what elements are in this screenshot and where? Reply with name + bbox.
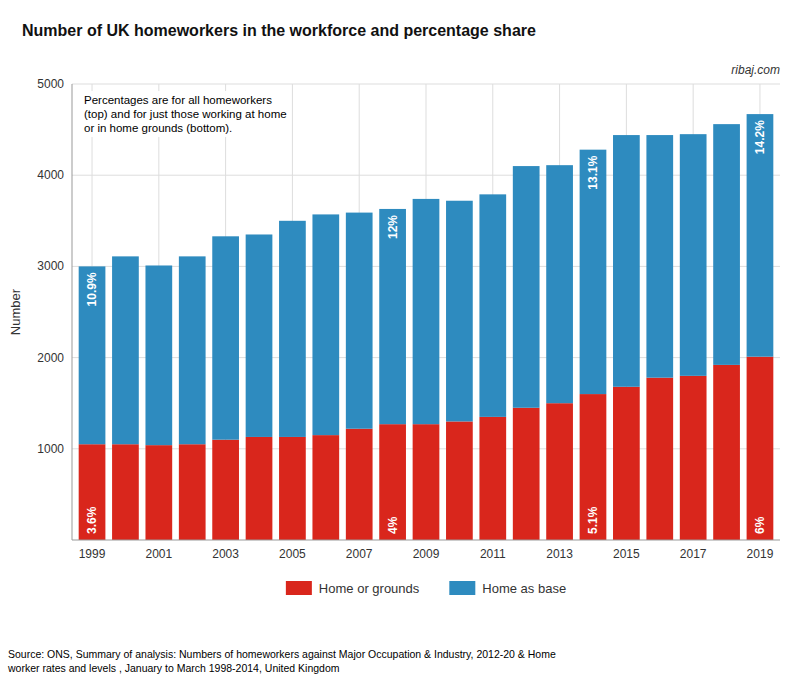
bar-segment bbox=[379, 424, 406, 540]
bar-segment bbox=[112, 256, 139, 444]
bar-segment bbox=[479, 417, 506, 540]
x-tick-label: 1999 bbox=[79, 547, 106, 561]
share-label: 13.1% bbox=[586, 155, 600, 189]
share-label: 5.1% bbox=[586, 506, 600, 534]
source: Source: ONS, Summary of analysis: Number… bbox=[7, 648, 556, 674]
text-line: worker rates and levels , January to Mar… bbox=[7, 662, 340, 674]
bar-segment bbox=[446, 421, 473, 540]
text-line: Source: ONS, Summary of analysis: Number… bbox=[8, 648, 556, 660]
bar-segment bbox=[580, 394, 607, 540]
bar-segment bbox=[145, 445, 172, 540]
bar-segment bbox=[145, 265, 172, 445]
bar-segment bbox=[713, 365, 740, 540]
bar-segment bbox=[212, 236, 239, 439]
bar-segment bbox=[747, 357, 774, 540]
bar-segment bbox=[379, 209, 406, 424]
bar-segment bbox=[246, 234, 273, 436]
share-label: 14.2% bbox=[753, 120, 767, 154]
chart: 3.6% 4% 5.1% 6% 10.9% 12% 13.1% 14.2% 1000 2000 30… bbox=[0, 0, 800, 682]
bar-segment bbox=[613, 387, 640, 540]
bar-segment bbox=[279, 437, 306, 540]
legend-label: Home or grounds bbox=[319, 581, 420, 596]
bar-segment bbox=[546, 403, 573, 540]
x-tick-label: 2015 bbox=[613, 547, 640, 561]
share-labels: 3.6% 4% 5.1% 6% 10.9% 12% 13.1% 14.2% bbox=[85, 120, 767, 534]
x-tick-label: 2001 bbox=[145, 547, 172, 561]
bar-segment bbox=[613, 135, 640, 387]
bar-segment bbox=[646, 135, 673, 378]
x-tick-label: 2009 bbox=[413, 547, 440, 561]
bar-segment bbox=[580, 150, 607, 394]
bar-segment bbox=[413, 199, 440, 424]
note-background bbox=[80, 91, 291, 137]
y-tick-label: 3000 bbox=[37, 259, 64, 273]
share-label: 10.9% bbox=[85, 272, 99, 306]
x-tick-label: 2013 bbox=[546, 547, 573, 561]
bar-segment bbox=[179, 444, 206, 540]
share-label: 3.6% bbox=[85, 506, 99, 534]
bar-segment bbox=[246, 437, 273, 540]
x-tick-label: 2011 bbox=[480, 547, 506, 561]
share-label: 4% bbox=[386, 516, 400, 534]
bar-segment bbox=[79, 444, 106, 540]
grid bbox=[72, 84, 780, 540]
bar-segment bbox=[747, 114, 774, 357]
x-tick-label: 2019 bbox=[747, 547, 774, 561]
x-axis-line bbox=[72, 540, 780, 541]
bar-segment bbox=[346, 429, 373, 540]
bar-segment bbox=[513, 408, 540, 540]
y-axis-label: Number bbox=[8, 288, 23, 335]
note: Percentages are for all homeworkers (top)… bbox=[80, 91, 291, 137]
legend: Home or grounds Home as base bbox=[286, 581, 566, 596]
bar-segment bbox=[112, 444, 139, 540]
bar-segment bbox=[346, 213, 373, 429]
bar-segment bbox=[646, 378, 673, 540]
text-line: Percentages are for all homeworkers bbox=[84, 94, 272, 106]
note-text: Percentages are for all homeworkers (top)… bbox=[84, 94, 287, 134]
bar-segment bbox=[546, 165, 573, 403]
bars bbox=[79, 114, 774, 540]
bar-segment bbox=[680, 134, 707, 376]
y-tick-label: 4000 bbox=[37, 168, 64, 182]
title: Number of UK homeworkers in the workforc… bbox=[22, 22, 536, 39]
bar-segment bbox=[312, 214, 339, 435]
bar-segment bbox=[279, 221, 306, 437]
legend-swatch bbox=[449, 581, 475, 595]
bar-segment bbox=[413, 424, 440, 540]
share-label: 12% bbox=[386, 215, 400, 239]
bar-segment bbox=[179, 256, 206, 444]
bar-segment bbox=[312, 435, 339, 540]
legend-label: Home as base bbox=[482, 581, 566, 596]
bar-segment bbox=[79, 266, 106, 444]
credit: ribaj.com bbox=[731, 63, 780, 77]
y-tick-label: 1000 bbox=[37, 442, 64, 456]
share-label: 6% bbox=[753, 516, 767, 534]
bar-segment bbox=[479, 194, 506, 417]
bar-segment bbox=[680, 376, 707, 540]
legend-item: Home as base bbox=[449, 581, 566, 596]
x-tick-label: 2007 bbox=[346, 547, 373, 561]
text-line: or in home grounds (bottom). bbox=[84, 122, 232, 134]
x-tick-label: 2017 bbox=[680, 547, 707, 561]
legend-swatch bbox=[286, 581, 312, 595]
bar-segment bbox=[212, 440, 239, 540]
bar-segment bbox=[446, 201, 473, 422]
legend-item: Home or grounds bbox=[286, 581, 420, 596]
x-tick-label: 2003 bbox=[212, 547, 239, 561]
bar-segment bbox=[713, 124, 740, 365]
y-axis-line bbox=[72, 84, 73, 540]
text-line: (top) and for just those working at home bbox=[84, 108, 287, 120]
y-tick-label: 5000 bbox=[37, 77, 64, 91]
bar-segment bbox=[513, 166, 540, 408]
background bbox=[0, 0, 800, 682]
x-tick-label: 2005 bbox=[279, 547, 306, 561]
y-tick-label: 2000 bbox=[37, 351, 64, 365]
